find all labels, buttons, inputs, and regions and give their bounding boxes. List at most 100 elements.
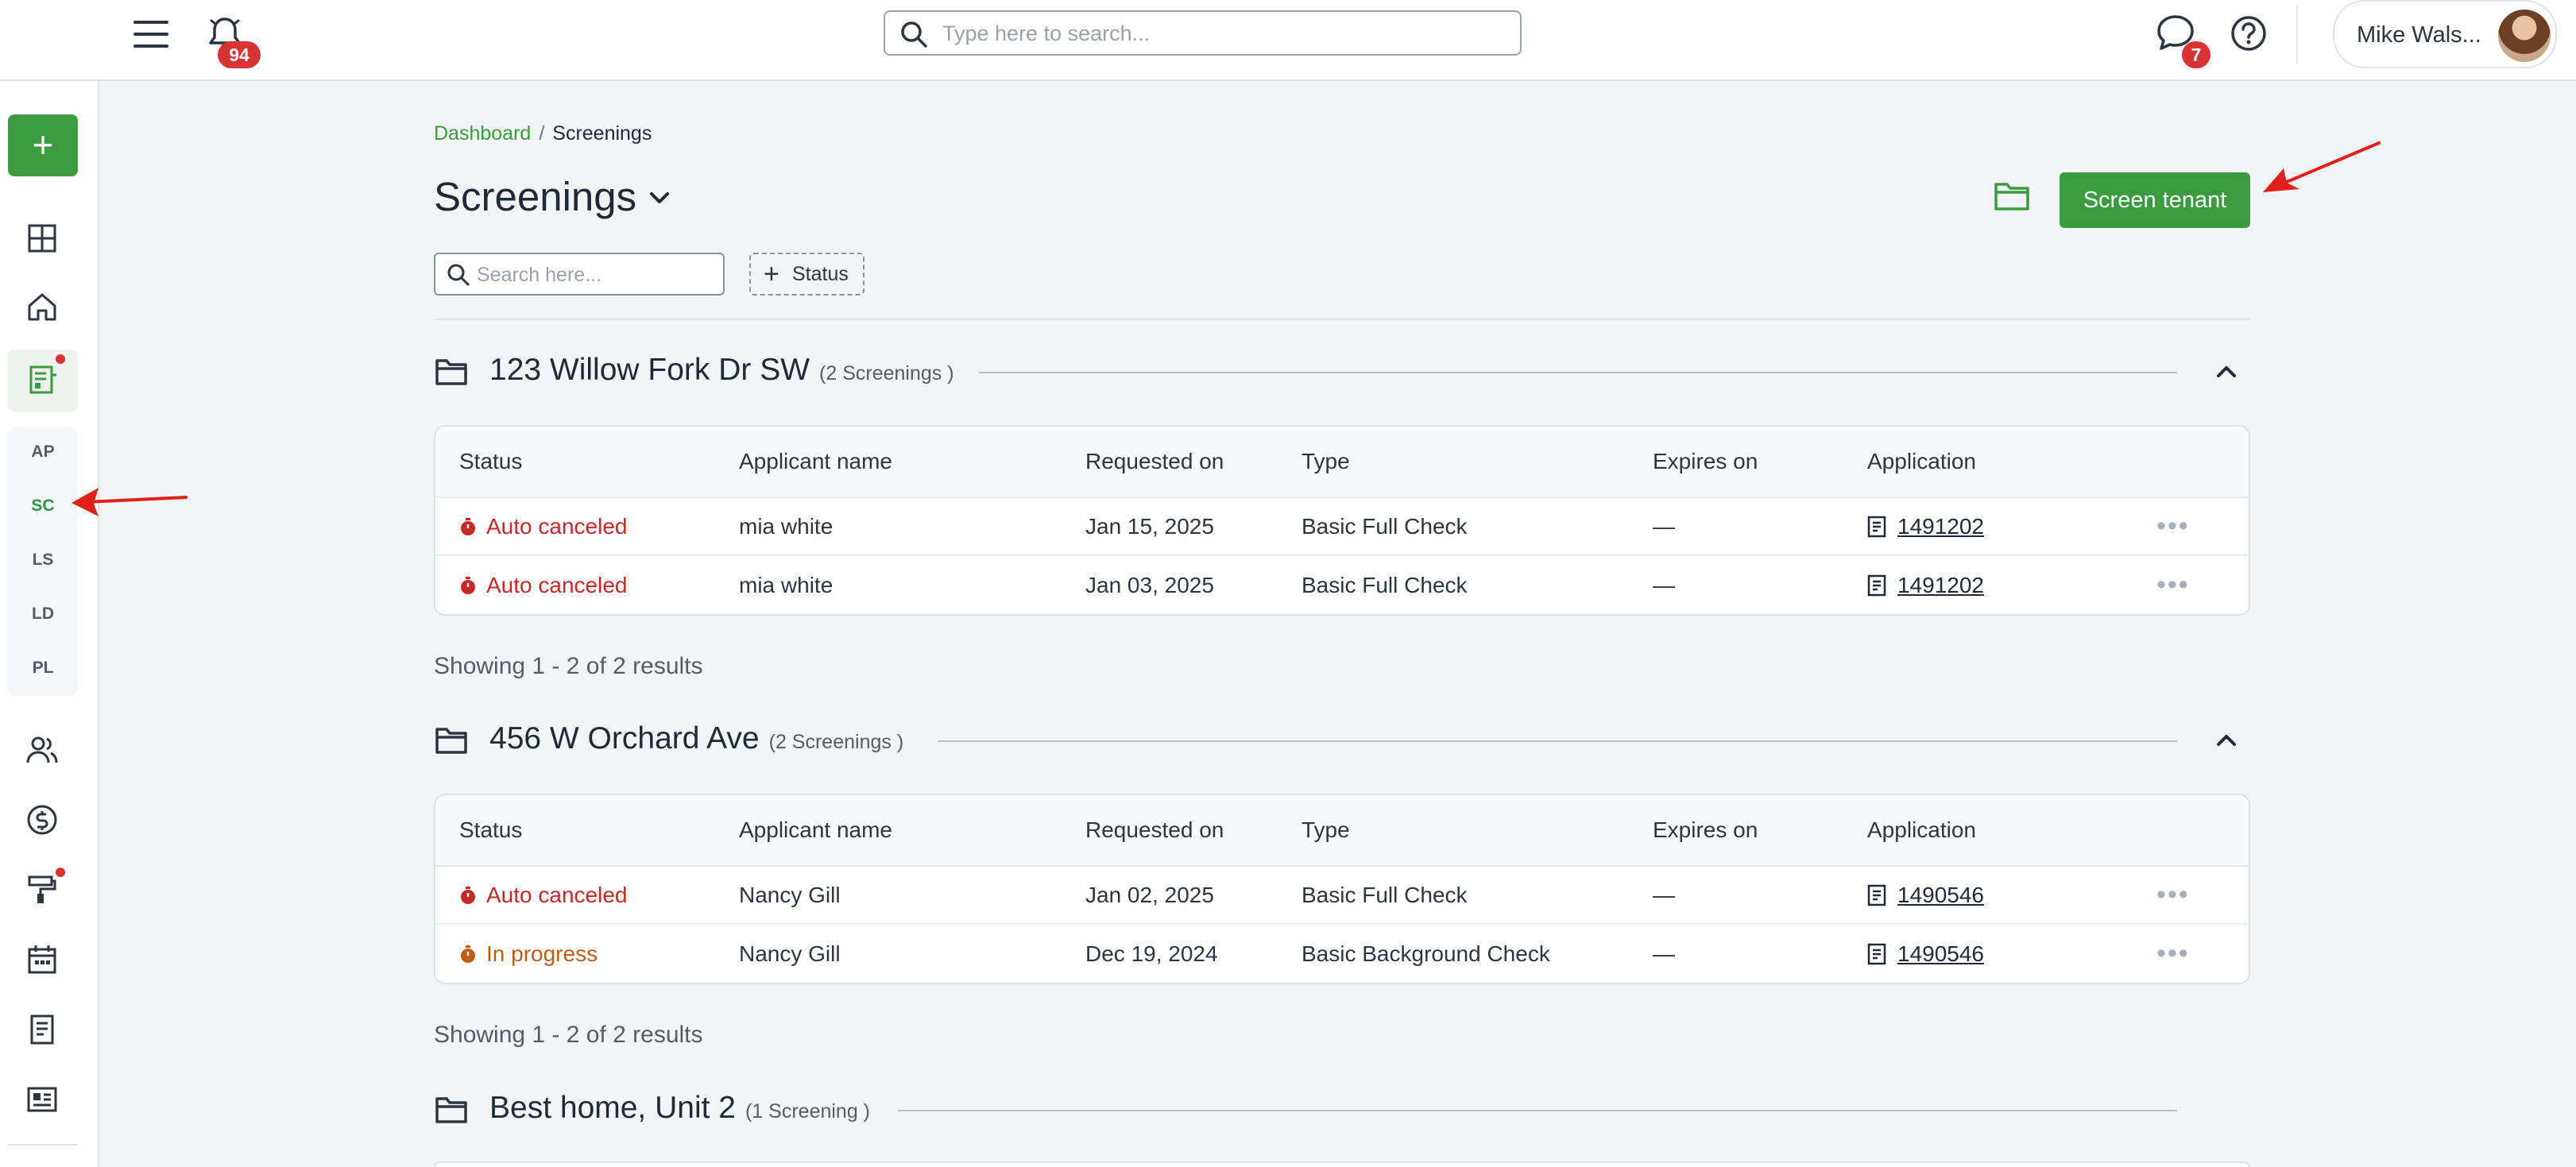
screening-type: Basic Full Check xyxy=(1302,572,1468,597)
table-header: Status Applicant name Requested on Type … xyxy=(435,795,2249,867)
row-more-options-icon[interactable]: ••• xyxy=(2156,879,2190,910)
status-cell: Auto canceled xyxy=(459,498,627,555)
sidebar-item-sc[interactable]: SC xyxy=(31,497,55,515)
add-new-button[interactable]: + xyxy=(8,114,78,176)
expires-date: — xyxy=(1653,513,1675,539)
help-icon[interactable] xyxy=(2230,14,2268,56)
results-count: Showing 1 - 2 of 2 results xyxy=(434,1022,703,1048)
column-header-type: Type xyxy=(1302,449,1350,473)
stopwatch-icon xyxy=(461,886,475,904)
screenings-table: Status Applicant name Requested on Type … xyxy=(434,794,2250,984)
expires-date: — xyxy=(1653,941,1675,966)
property-group-header: 456 W Orchard Ave (2 Screenings ) xyxy=(434,717,2250,764)
search-icon xyxy=(901,21,927,48)
folder-icon xyxy=(435,728,467,754)
user-name: Mike Wals... xyxy=(2357,22,2481,48)
annotation-arrow-sidebar xyxy=(72,488,188,516)
expires-date: — xyxy=(1653,882,1675,907)
application-cell: 1490546 xyxy=(1867,925,1984,983)
folder-icon[interactable] xyxy=(1993,178,2031,213)
screen-tenant-button[interactable]: Screen tenant xyxy=(2060,172,2250,228)
status-cell: Auto canceled xyxy=(459,867,627,923)
column-header-application: Application xyxy=(1867,817,1976,842)
application-link[interactable]: 1490546 xyxy=(1897,882,1985,907)
folder-icon xyxy=(435,359,467,385)
column-header-expires: Expires on xyxy=(1653,449,1758,473)
chevron-down-icon[interactable] xyxy=(645,184,674,213)
folder-icon xyxy=(435,1097,467,1123)
table-header: Status Applicant name Requested on Type … xyxy=(435,427,2249,498)
messages-count-badge: 7 xyxy=(2182,41,2210,68)
document-icon xyxy=(1867,884,1886,906)
calendar-icon[interactable] xyxy=(25,942,60,977)
leasing-submenu xyxy=(8,427,78,696)
messages-icon[interactable] xyxy=(2155,13,2196,58)
group-divider-line xyxy=(938,740,2177,742)
screenings-table: Status Applicant name Requested on Type … xyxy=(434,425,2250,616)
row-more-options-icon[interactable]: ••• xyxy=(2156,938,2190,968)
chevron-up-icon[interactable] xyxy=(2212,357,2241,386)
hamburger-menu-icon[interactable] xyxy=(133,19,168,53)
requested-date: Dec 19, 2024 xyxy=(1085,941,1218,966)
annotation-arrow-screen-tenant xyxy=(2263,141,2381,192)
property-name: Best home, Unit 2 (1 Screening ) xyxy=(489,1091,871,1125)
dashboard-grid-icon[interactable] xyxy=(25,221,60,256)
application-cell: 1491202 xyxy=(1867,556,1984,614)
status-cell: In progress xyxy=(459,925,598,983)
sidebar-item-ld[interactable]: LD xyxy=(32,605,54,623)
application-link[interactable]: 1491202 xyxy=(1897,572,1985,597)
leasing-document-icon[interactable] xyxy=(25,362,60,397)
table-row[interactable]: In progress Nancy Gill Dec 19, 2024 Basi… xyxy=(435,925,2249,983)
applicant-name: mia white xyxy=(739,572,834,597)
row-more-options-icon[interactable]: ••• xyxy=(2156,511,2190,541)
sidebar-item-ls[interactable]: LS xyxy=(32,551,54,569)
column-header-status: Status xyxy=(459,817,523,842)
breadcrumb-dashboard-link[interactable]: Dashboard xyxy=(434,122,532,145)
status-filter-button[interactable]: + Status xyxy=(749,253,864,296)
sidebar-item-pl[interactable]: PL xyxy=(32,659,54,677)
status-cell: Auto canceled xyxy=(459,556,627,614)
notifications-count-badge: 94 xyxy=(218,41,261,68)
chevron-up-icon[interactable] xyxy=(2212,726,2241,755)
screenings-search-input[interactable] xyxy=(475,261,714,288)
results-count: Showing 1 - 2 of 2 results xyxy=(434,653,703,679)
screenings-search[interactable] xyxy=(434,253,725,296)
screening-type: Basic Background Check xyxy=(1302,941,1550,966)
row-more-options-icon[interactable]: ••• xyxy=(2156,570,2190,600)
people-icon[interactable] xyxy=(25,732,60,767)
application-link[interactable]: 1490546 xyxy=(1897,941,1985,966)
requested-date: Jan 03, 2025 xyxy=(1085,572,1214,597)
table-top-edge xyxy=(434,1161,2250,1167)
applicant-name: mia white xyxy=(739,513,834,539)
maintenance-roller-icon[interactable] xyxy=(25,872,60,907)
sidebar-item-ap[interactable]: AP xyxy=(31,442,55,461)
application-link[interactable]: 1491202 xyxy=(1897,513,1985,539)
table-row[interactable]: Auto canceled mia white Jan 03, 2025 Bas… xyxy=(435,556,2249,614)
global-search[interactable] xyxy=(884,10,1522,56)
document-icon xyxy=(1867,516,1886,537)
search-icon xyxy=(447,264,470,286)
leasing-alert-dot xyxy=(56,354,65,364)
home-icon[interactable] xyxy=(25,289,60,324)
property-name: 456 W Orchard Ave (2 Screenings ) xyxy=(489,721,904,755)
breadcrumb-separator: / xyxy=(539,122,545,145)
page-title[interactable]: Screenings xyxy=(434,174,637,219)
reports-document-icon[interactable] xyxy=(25,1012,60,1047)
screening-count: (2 Screenings ) xyxy=(768,731,904,753)
requested-date: Jan 02, 2025 xyxy=(1085,882,1214,907)
table-row[interactable]: Auto canceled mia white Jan 15, 2025 Bas… xyxy=(435,498,2249,556)
table-row[interactable]: Auto canceled Nancy Gill Jan 02, 2025 Ba… xyxy=(435,867,2249,925)
status-filter-label: Status xyxy=(792,263,849,285)
column-header-type: Type xyxy=(1302,817,1350,842)
listings-card-icon[interactable] xyxy=(25,1082,60,1117)
global-search-input[interactable] xyxy=(941,18,1497,48)
breadcrumb-current: Screenings xyxy=(552,122,652,145)
stopwatch-icon xyxy=(461,576,475,594)
group-divider-line xyxy=(979,372,2177,373)
accounting-dollar-icon[interactable] xyxy=(25,802,60,837)
property-group-header: Best home, Unit 2 (1 Screening ) xyxy=(434,1086,2250,1134)
sidebar-divider xyxy=(8,1144,78,1146)
user-profile-button[interactable]: Mike Wals... xyxy=(2333,0,2557,68)
column-header-requested: Requested on xyxy=(1085,449,1224,473)
applicant-name: Nancy Gill xyxy=(739,882,841,907)
